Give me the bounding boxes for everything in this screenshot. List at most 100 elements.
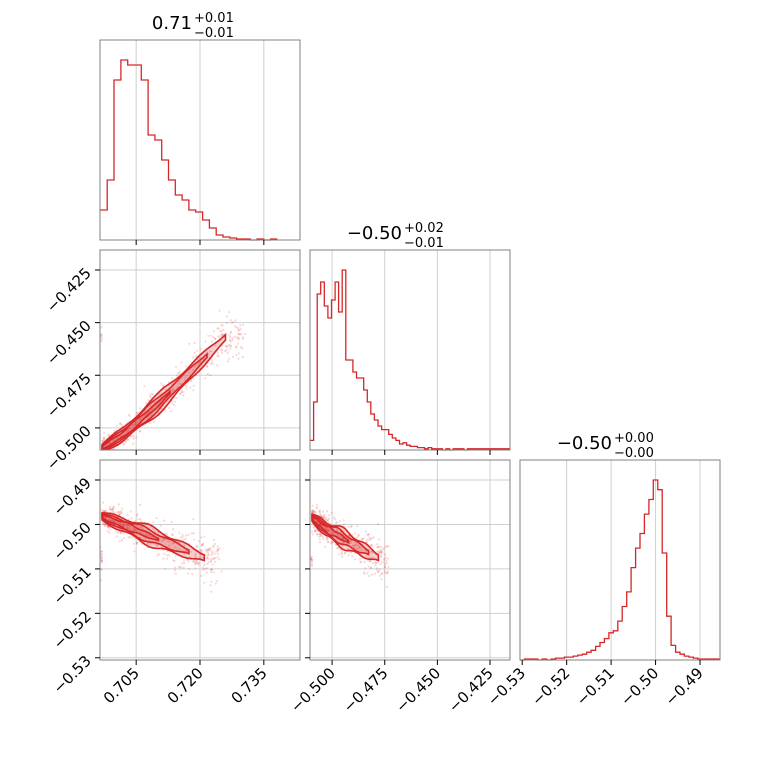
p21-scatter-point <box>358 546 362 549</box>
p20-scatter-point <box>173 569 176 572</box>
p20-scatter-point <box>171 542 174 545</box>
p21-scatter-point <box>334 518 337 521</box>
p20-scatter-point <box>196 560 199 563</box>
p20-scatter-point <box>119 521 122 525</box>
p21-scatter-point <box>376 570 379 574</box>
p10-scatter-point <box>171 389 174 392</box>
p20-scatter-point <box>107 526 110 529</box>
p21-xtick-label: −0.450 <box>392 664 444 716</box>
p10-scatter-point <box>221 324 224 327</box>
p20-scatter-point <box>209 584 212 587</box>
p20-scatter-point <box>119 532 123 535</box>
p10-scatter-point <box>101 439 104 442</box>
p10-scatter-point <box>235 354 238 357</box>
p20-scatter-point <box>161 540 164 543</box>
p21-scatter-point <box>340 551 344 554</box>
p21-scatter-point <box>382 559 385 562</box>
p21-scatter-point <box>313 529 316 533</box>
p20-scatter-point <box>184 534 188 537</box>
p21-scatter-point <box>330 532 333 535</box>
p21-scatter-point <box>349 551 352 554</box>
p20-scatter-point <box>194 562 198 565</box>
p20-scatter-point <box>192 560 195 563</box>
p20-scatter-point <box>155 543 159 547</box>
p21-scatter-point <box>379 550 382 553</box>
p21-scatter-point <box>332 541 335 544</box>
p21-scatter-point <box>313 510 316 514</box>
p20-scatter-point <box>139 518 142 521</box>
p20-scatter-point <box>210 559 213 562</box>
p10-scatter-point <box>128 415 131 418</box>
p20-scatter-point <box>152 521 155 524</box>
p10-scatter-point <box>132 437 135 440</box>
p20-scatter-point <box>102 522 105 526</box>
p20-scatter-point <box>181 562 184 565</box>
p22-title-minus: −0.00 <box>614 446 654 461</box>
p20-scatter-point <box>110 508 113 511</box>
p10-scatter-point <box>104 454 106 456</box>
p21-scatter-point <box>341 555 344 559</box>
p10-scatter-point <box>219 330 222 333</box>
p21-scatter-point <box>369 556 373 559</box>
p20-scatter-point <box>107 525 110 528</box>
p20-scatter-point <box>190 532 193 535</box>
p20-scatter-point <box>200 536 203 539</box>
p21-scatter-point <box>378 538 381 541</box>
p20-scatter-point <box>188 567 191 571</box>
p10-scatter-point <box>239 327 242 330</box>
p21-scatter-point <box>380 561 384 564</box>
p10-scatter-point <box>103 451 105 453</box>
p10-scatter-point <box>108 450 110 452</box>
p10-scatter-point <box>169 410 172 413</box>
p20-scatter-point <box>210 568 213 571</box>
p21-scatter-point <box>355 536 358 539</box>
p20-scatter-point <box>166 557 169 560</box>
p20-scatter-point <box>133 527 136 530</box>
p21-scatter-point <box>383 558 386 561</box>
p20-scatter-point <box>108 518 111 521</box>
p20-ytick-label: −0.50 <box>50 519 95 564</box>
p20-scatter-point <box>139 525 143 528</box>
p20-scatter-point <box>100 552 103 555</box>
p20-scatter-point <box>108 508 111 511</box>
p10-scatter-point <box>130 434 133 437</box>
p10-scatter-point <box>135 412 138 415</box>
p10-scatter-point <box>230 340 233 343</box>
p20-scatter-point <box>162 537 165 541</box>
p10-scatter-point <box>224 350 227 353</box>
p21-scatter-point <box>386 572 389 575</box>
p21-scatter-point <box>311 533 314 536</box>
p21-scatter-point <box>363 560 366 564</box>
p21-scatter-point <box>355 544 358 547</box>
p21-scatter-point <box>326 529 329 532</box>
p20-scatter-point <box>122 524 125 527</box>
p10-scatter-point <box>151 408 154 411</box>
p20-scatter-point <box>165 532 168 536</box>
p20-scatter-point <box>117 503 120 506</box>
p10-scatter-point <box>209 334 212 337</box>
p21-scatter-point <box>376 523 380 526</box>
p20-scatter-point <box>126 527 129 530</box>
p20-scatter-point <box>197 561 200 565</box>
p10-scatter-point <box>171 377 174 380</box>
p21-scatter-point <box>376 550 379 553</box>
p11-frame <box>309 249 511 451</box>
p10-scatter-point <box>205 365 209 368</box>
p20-scatter-point <box>112 506 115 509</box>
p10-scatter-point <box>228 338 232 341</box>
p10-scatter-point <box>232 355 235 358</box>
p21-scatter-point <box>380 578 383 581</box>
p20-scatter-point <box>101 501 105 504</box>
p20-scatter-point <box>100 559 104 563</box>
p20-scatter-point <box>150 542 153 545</box>
p20-scatter-point <box>108 531 111 534</box>
p10-scatter-point <box>178 370 181 373</box>
p10-scatter-point <box>225 321 228 324</box>
p20-scatter-point <box>155 544 158 547</box>
p21-scatter-point <box>318 533 321 536</box>
p20-scatter-point <box>119 531 123 534</box>
p21-scatter-point <box>379 554 383 557</box>
p10-scatter-point <box>135 423 138 426</box>
p20-scatter-point <box>155 517 158 520</box>
p10-scatter-point <box>132 442 135 445</box>
